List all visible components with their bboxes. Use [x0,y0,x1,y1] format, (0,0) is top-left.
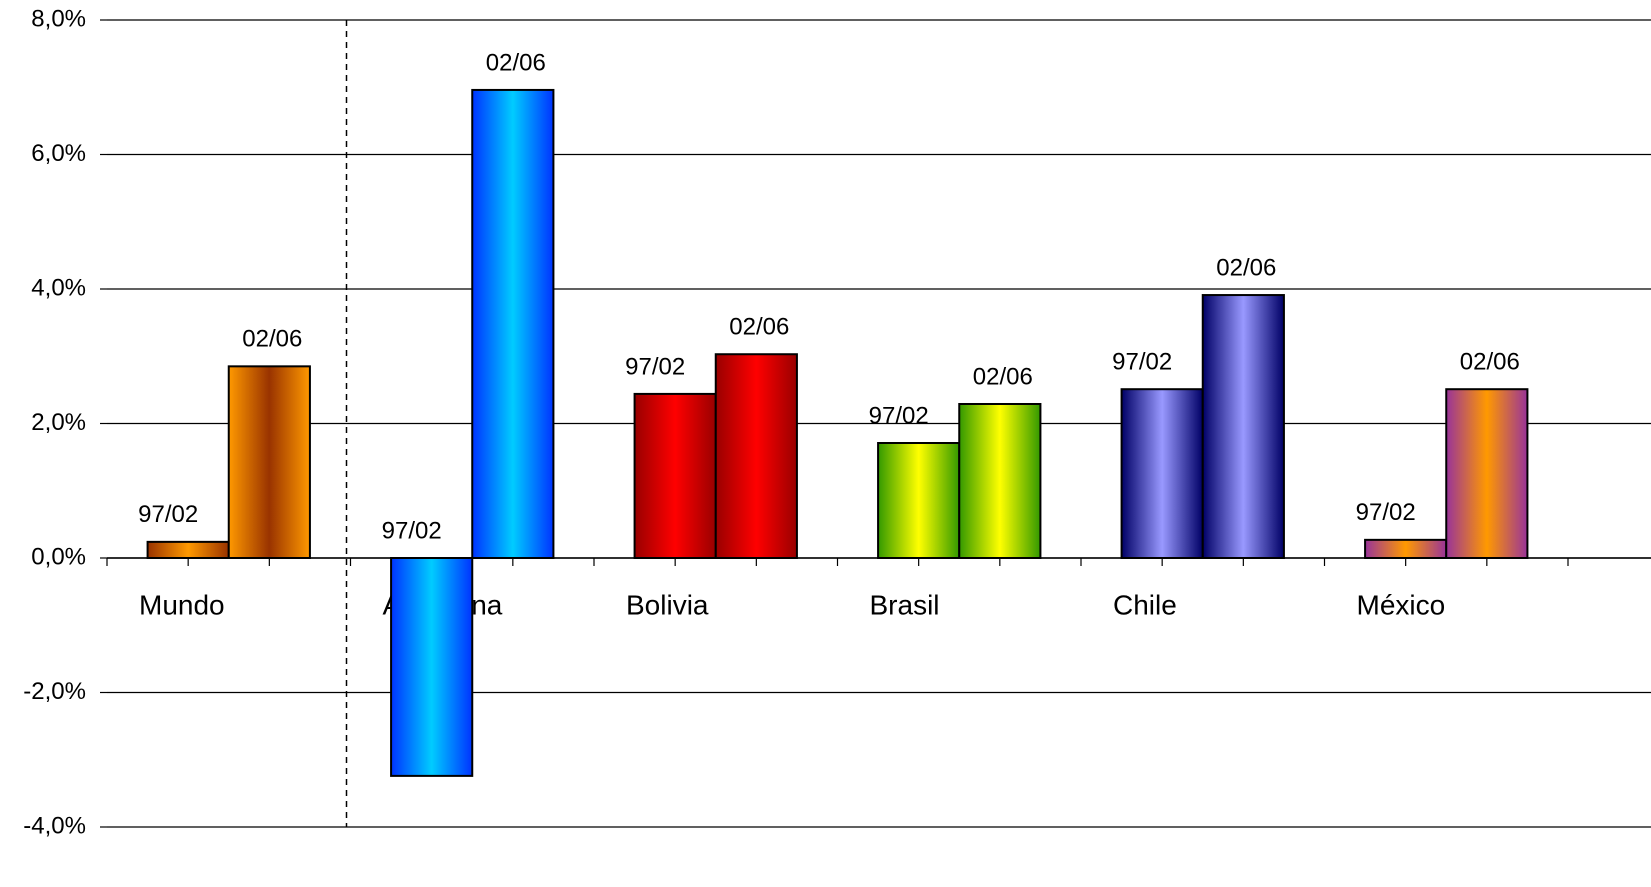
y-tick-label: 6,0% [31,140,86,167]
x-tick-label: México [1357,589,1446,620]
bar [1364,538,1448,560]
data-label: 97/02 [1356,499,1416,526]
bar [227,365,311,559]
bar [1201,294,1285,559]
data-label: 97/02 [138,501,198,528]
data-label: 97/02 [869,402,929,429]
x-tick-label: Brasil [870,589,940,620]
data-label: 02/06 [242,326,302,353]
x-tick-label: Bolivia [626,589,709,620]
data-label: 02/06 [1216,254,1276,281]
y-tick-label: 0,0% [31,543,86,570]
y-tick-label: -4,0% [23,812,86,839]
data-label: 02/06 [1460,349,1520,376]
bar [877,442,961,559]
x-tick-label: Mundo [139,589,225,620]
bar [633,392,717,559]
y-tick-label: 4,0% [31,274,86,301]
y-tick-label: -2,0% [23,678,86,705]
data-label: 97/02 [382,517,442,544]
bar [1445,388,1529,560]
bar [390,557,474,777]
bar [958,402,1042,559]
data-label: 02/06 [973,363,1033,390]
y-tick-label: 2,0% [31,409,86,436]
data-label: 02/06 [729,314,789,341]
bar [146,540,230,559]
data-label: 97/02 [625,353,685,380]
y-tick-label: 8,0% [31,5,86,32]
bar [471,88,555,559]
data-label: 97/02 [1112,349,1172,376]
data-label: 02/06 [486,49,546,76]
x-tick-label: Chile [1113,589,1177,620]
bar [714,353,798,560]
bar [1120,388,1204,560]
